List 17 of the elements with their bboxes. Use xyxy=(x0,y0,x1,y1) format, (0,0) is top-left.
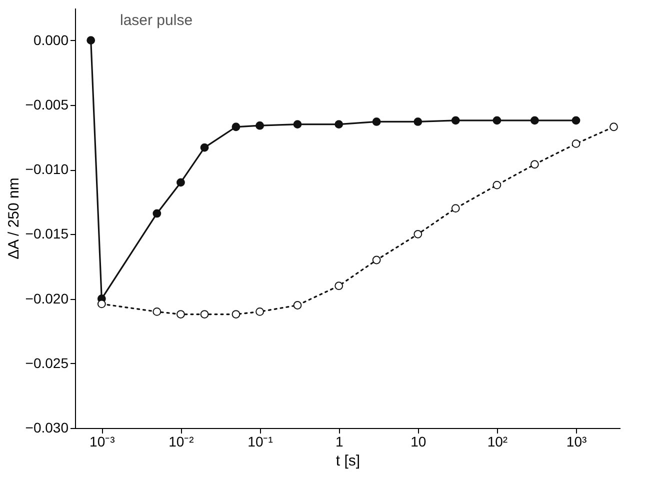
x-tick-label: 10⁻¹ xyxy=(248,434,274,450)
y-tick-label: −0.010 xyxy=(25,161,69,178)
y-axis-title: ΔA / 250 nm xyxy=(5,178,22,260)
x-tick-label: 10³ xyxy=(566,434,587,450)
y-tick-label: −0.015 xyxy=(25,226,69,242)
x-tick-label: 10 xyxy=(410,434,426,450)
y-tick-label: 0.000 xyxy=(33,32,69,48)
x-tick-label: 10⁻³ xyxy=(90,434,116,450)
y-tick-label: −0.005 xyxy=(25,96,69,112)
x-tick-label: 10² xyxy=(487,434,508,450)
y-tick-label: −0.020 xyxy=(25,290,69,306)
y-tick-label: −0.030 xyxy=(25,420,69,436)
x-tick-label: 10⁻² xyxy=(168,434,194,450)
x-tick-label: 1 xyxy=(335,434,344,450)
annotation: laser pulse xyxy=(120,12,193,29)
y-tick-label: −0.025 xyxy=(25,354,69,371)
x-axis-title: t [s] xyxy=(336,452,360,470)
